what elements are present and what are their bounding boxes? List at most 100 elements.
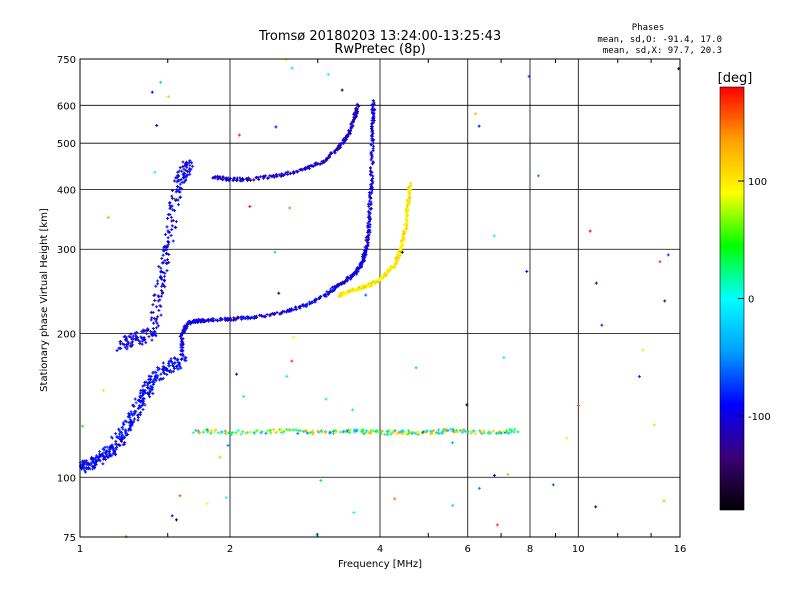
data-point bbox=[421, 430, 425, 434]
data-point bbox=[90, 467, 94, 471]
data-point bbox=[406, 429, 410, 433]
data-point bbox=[215, 174, 219, 178]
data-point bbox=[209, 431, 213, 435]
data-point bbox=[96, 458, 100, 462]
data-point bbox=[413, 431, 417, 435]
data-point bbox=[252, 178, 256, 182]
data-point bbox=[389, 432, 393, 436]
data-point bbox=[188, 163, 192, 167]
data-point bbox=[210, 428, 214, 432]
data-point bbox=[136, 415, 140, 419]
data-point bbox=[176, 203, 180, 207]
data-point bbox=[397, 431, 401, 435]
data-point bbox=[402, 431, 406, 435]
data-point bbox=[129, 332, 133, 336]
data-point bbox=[101, 451, 105, 455]
data-point bbox=[371, 160, 375, 164]
data-point bbox=[473, 432, 477, 436]
data-point bbox=[246, 179, 250, 183]
data-point bbox=[198, 431, 202, 435]
data-point bbox=[361, 428, 365, 432]
data-point bbox=[323, 294, 327, 298]
data-point bbox=[156, 324, 160, 328]
data-point bbox=[370, 182, 374, 186]
data-point bbox=[380, 274, 384, 278]
data-point bbox=[187, 160, 191, 164]
data-point bbox=[460, 430, 464, 434]
data-point bbox=[143, 329, 147, 333]
data-point bbox=[184, 173, 188, 177]
data-point bbox=[154, 284, 158, 288]
data-point bbox=[275, 430, 279, 434]
data-point bbox=[314, 298, 318, 302]
data-point bbox=[158, 298, 162, 302]
data-point bbox=[181, 160, 185, 164]
data-point bbox=[452, 430, 456, 434]
data-point bbox=[393, 429, 397, 433]
data-point bbox=[191, 431, 195, 435]
data-point bbox=[169, 205, 173, 209]
grid-lines bbox=[80, 59, 680, 537]
data-point bbox=[259, 431, 263, 435]
data-point bbox=[319, 294, 323, 298]
data-point bbox=[356, 107, 360, 111]
data-point bbox=[84, 466, 88, 470]
data-point bbox=[186, 162, 190, 166]
data-point bbox=[158, 304, 162, 308]
data-point bbox=[272, 428, 276, 432]
data-point bbox=[302, 430, 306, 434]
data-point bbox=[129, 335, 133, 339]
data-point bbox=[267, 176, 271, 180]
data-point bbox=[324, 431, 328, 435]
data-point bbox=[170, 219, 174, 223]
data-point bbox=[312, 299, 316, 303]
data-point bbox=[123, 419, 127, 423]
data-point bbox=[161, 253, 165, 257]
data-point bbox=[401, 242, 405, 246]
data-point bbox=[160, 284, 164, 288]
data-point bbox=[254, 176, 258, 180]
data-point bbox=[133, 409, 137, 413]
data-point bbox=[284, 171, 288, 175]
data-point bbox=[218, 431, 222, 435]
data-point bbox=[137, 338, 141, 342]
data-point bbox=[370, 110, 374, 114]
data-point bbox=[163, 271, 167, 275]
data-point bbox=[115, 435, 119, 439]
data-point bbox=[163, 232, 167, 236]
data-point bbox=[128, 423, 132, 427]
data-point bbox=[147, 335, 151, 339]
data-point bbox=[221, 178, 225, 182]
data-point bbox=[216, 319, 220, 323]
data-point bbox=[148, 395, 152, 399]
data-point bbox=[281, 309, 285, 313]
data-point bbox=[437, 431, 441, 435]
data-point bbox=[121, 443, 125, 447]
data-point bbox=[171, 239, 175, 243]
data-point bbox=[170, 204, 174, 208]
data-point bbox=[343, 280, 347, 284]
data-point bbox=[93, 458, 97, 462]
data-point bbox=[157, 308, 161, 312]
data-point bbox=[164, 246, 168, 250]
data-point bbox=[122, 423, 126, 427]
data-point bbox=[357, 266, 361, 270]
data-point bbox=[367, 191, 371, 195]
data-point bbox=[185, 165, 189, 169]
data-point bbox=[272, 173, 276, 177]
data-point bbox=[174, 220, 178, 224]
data-point bbox=[134, 401, 138, 405]
data-point bbox=[347, 276, 351, 280]
data-point bbox=[365, 429, 369, 433]
data-point bbox=[102, 455, 106, 459]
data-point bbox=[171, 208, 175, 212]
data-point bbox=[120, 433, 124, 437]
data-point bbox=[406, 432, 410, 436]
data-point bbox=[182, 330, 186, 334]
data-point bbox=[174, 226, 178, 230]
data-point bbox=[81, 466, 85, 470]
data-point bbox=[141, 339, 145, 343]
data-point bbox=[252, 431, 256, 435]
data-point bbox=[151, 331, 155, 335]
data-point bbox=[128, 416, 132, 420]
